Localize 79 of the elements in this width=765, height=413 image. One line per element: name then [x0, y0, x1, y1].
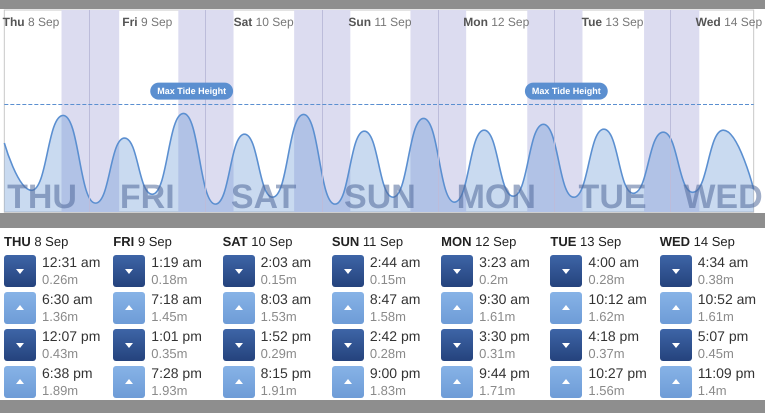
text: 0.15m: [370, 272, 406, 287]
x-tick-label: Sat 10 Sep: [234, 15, 294, 29]
text: 1.93m: [151, 383, 188, 398]
category-label: FRI 9 Sep: [113, 234, 173, 251]
x-tick-label: Wed 14 Sep: [696, 15, 762, 29]
text: 4:18 pm: [588, 328, 640, 344]
category-label: WED 14 Sep: [660, 234, 736, 251]
text: 1.58m: [370, 309, 406, 324]
annotation: MON: [456, 178, 536, 216]
text: Max Tide Height: [532, 86, 601, 96]
text: 11:09 pm: [698, 365, 756, 381]
text: 0.26m: [42, 272, 78, 287]
text: 1.61m: [698, 309, 734, 324]
text: 7:18 am: [151, 291, 202, 307]
x-tick-label: Thu 8 Sep: [2, 15, 60, 29]
text: 12:31 am: [42, 254, 100, 270]
text: 1.53m: [260, 309, 297, 324]
text: 1.62m: [588, 309, 625, 324]
text: 3:30 pm: [479, 328, 530, 344]
category-label: MON 12 Sep: [441, 234, 518, 251]
x-tick-label: Sun 11 Sep: [348, 15, 412, 29]
category-label: TUE 13 Sep: [550, 234, 622, 251]
text: 4:00 am: [588, 254, 640, 270]
text: 1.4m: [698, 383, 727, 398]
text: 1.45m: [151, 309, 188, 324]
text: 0.45m: [698, 346, 734, 361]
text: 0.28m: [370, 346, 406, 361]
text: 8:47 am: [370, 291, 420, 307]
text: 9:44 pm: [479, 365, 530, 381]
text: 1:01 pm: [151, 328, 202, 344]
x-tick-label: Tue 13 Sep: [582, 15, 644, 29]
annotation: WED: [683, 178, 763, 216]
text: 0.35m: [151, 346, 188, 361]
text: 6:30 am: [42, 291, 93, 307]
text: 10:27 pm: [588, 365, 647, 381]
text: 10:12 am: [588, 291, 647, 307]
text: 2:44 am: [370, 254, 420, 270]
annotation: TUE: [578, 178, 647, 216]
text: 6:38 pm: [42, 365, 93, 381]
text: 1.91m: [260, 383, 297, 398]
category-label: SUN 11 Sep: [332, 234, 404, 251]
text: 0.31m: [479, 346, 516, 361]
text: 1.83m: [370, 383, 406, 398]
category-label: THU 8 Sep: [4, 234, 70, 251]
ref-line-label: Max Tide Height: [157, 86, 226, 96]
text: 3:23 am: [479, 254, 530, 270]
annotation: THU: [7, 178, 77, 216]
text: 1:52 pm: [260, 328, 312, 344]
text: 1.36m: [42, 309, 78, 324]
text: 10:52 am: [698, 291, 756, 307]
text: 2:42 pm: [370, 328, 420, 344]
text: 0.28m: [588, 272, 625, 287]
text: 9:00 pm: [370, 365, 420, 381]
text: 7:28 pm: [151, 365, 202, 381]
text: 5:07 pm: [698, 328, 748, 344]
category-label: SAT 10 Sep: [222, 234, 294, 251]
text: 1:19 am: [151, 254, 202, 270]
x-tick-label: Mon 12 Sep: [463, 15, 530, 29]
text: 0.43m: [42, 346, 78, 361]
annotation: SUN: [344, 178, 416, 216]
text: 1.61m: [479, 309, 516, 324]
text: 0.29m: [260, 346, 297, 361]
annotation: SAT: [230, 178, 297, 216]
text: 9:30 am: [479, 291, 530, 307]
text: 12:07 pm: [42, 328, 100, 344]
text: 0.38m: [698, 272, 734, 287]
text: 2:03 am: [260, 254, 312, 270]
text: 0.15m: [260, 272, 297, 287]
text: 0.2m: [479, 272, 508, 287]
x-tick-label: Fri 9 Sep: [122, 15, 173, 29]
text: 0.18m: [151, 272, 188, 287]
text: 1.56m: [588, 383, 625, 398]
text: 0.37m: [588, 346, 625, 361]
annotation: FRI: [120, 178, 175, 216]
text: 1.71m: [479, 383, 516, 398]
text: 8:15 pm: [260, 365, 312, 381]
text: 8:03 am: [260, 291, 312, 307]
text: 1.89m: [42, 383, 78, 398]
text: 4:34 am: [698, 254, 748, 270]
